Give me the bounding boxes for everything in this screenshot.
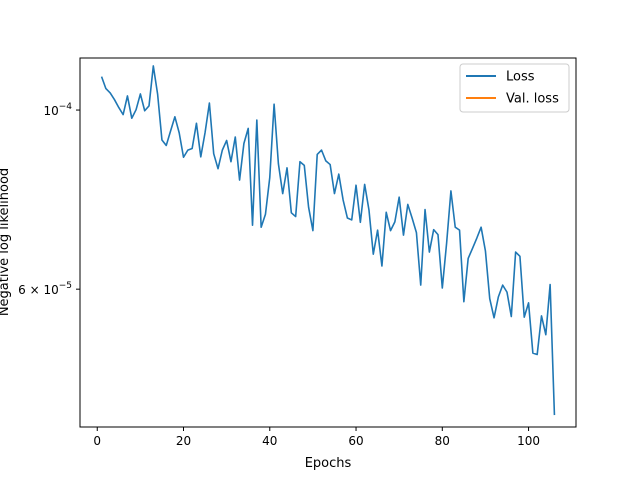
series-layer	[100, 65, 556, 416]
x-axis-label: Epochs	[305, 456, 352, 471]
y-tick-label: 10−4	[43, 102, 72, 118]
plot-area	[80, 58, 576, 427]
y-tick-label: 6 × 10−5	[18, 281, 72, 297]
legend: Loss Val. loss	[459, 63, 570, 113]
ticks-layer: 0 20 40 60 80 100 10−4 6 × 10−5	[18, 102, 540, 448]
legend-label-val-loss: Val. loss	[506, 92, 559, 107]
x-tick-label: 80	[435, 434, 450, 448]
x-tick-label: 60	[348, 434, 363, 448]
plot-frame	[79, 57, 577, 428]
legend-label-loss: Loss	[506, 70, 535, 85]
y-axis-label: Negative log likelihood	[0, 168, 12, 316]
x-tick-label: 0	[93, 434, 101, 448]
series-line-loss	[100, 65, 556, 416]
plot-background	[80, 58, 576, 427]
x-tick-label: 100	[517, 434, 540, 448]
x-tick-label: 40	[262, 434, 277, 448]
x-tick-label: 20	[176, 434, 191, 448]
